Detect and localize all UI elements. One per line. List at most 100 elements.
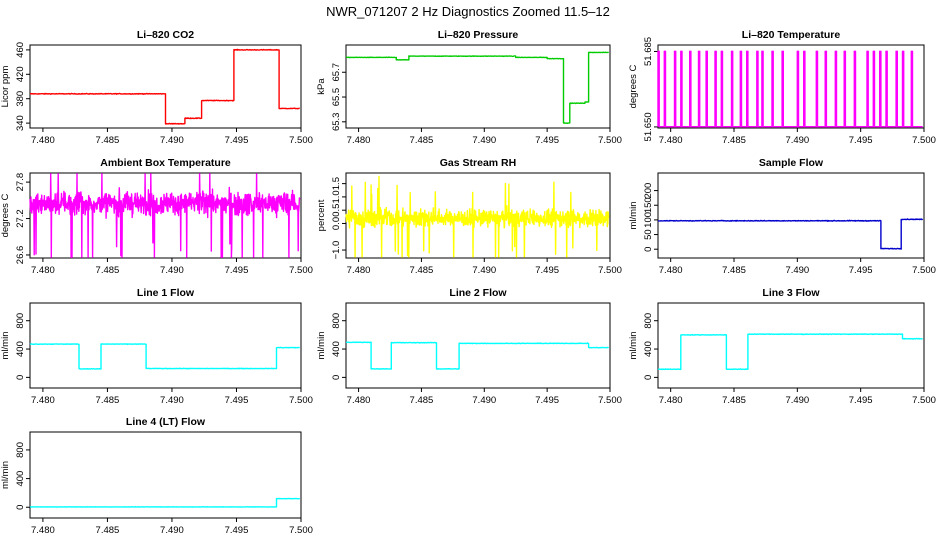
line4-xtick-label: 7.490 <box>160 525 184 536</box>
sample_flow-ytick-label: 150 <box>643 197 654 213</box>
licor_temp-xtick-label: 7.480 <box>659 135 683 146</box>
ambient_temp-title: Ambient Box Temperature <box>100 157 231 169</box>
pressure-ytick-label: 65.7 <box>331 63 342 82</box>
rh-ytick-label: 1.5 <box>331 177 342 190</box>
line3-series <box>657 333 923 371</box>
line4-ytick-label: 800 <box>15 442 26 458</box>
rh-ylabel: percent <box>316 199 327 231</box>
ambient_temp-xtick-label: 7.480 <box>31 265 55 276</box>
pressure-xtick-label: 7.485 <box>410 135 434 146</box>
pressure-title: Li–820 Pressure <box>438 29 519 41</box>
licor_temp-panel: Li–820 Temperature degrees C 7.480 7.485 7.4… <box>628 29 936 146</box>
ambient_temp-xtick-label: 7.490 <box>160 265 184 276</box>
line1-ylabel: ml/min <box>0 332 11 360</box>
line1-xtick-label: 7.485 <box>96 395 120 406</box>
co2-frame <box>29 44 302 129</box>
line2-title: Line 2 Flow <box>449 287 507 299</box>
line3-title: Line 3 Flow <box>762 287 820 299</box>
pressure-xtick-label: 7.490 <box>472 135 496 146</box>
rh-title: Gas Stream RH <box>440 157 516 169</box>
line4-panel: Line 4 (LT) Flow ml/min 7.480 7.485 7.490 7.4… <box>0 416 313 536</box>
rh-ytick-label: 1.0 <box>331 190 342 203</box>
line1-frame <box>29 302 302 389</box>
licor_temp-xtick-label: 7.485 <box>722 135 746 146</box>
line2-frame <box>345 302 611 389</box>
co2-title: Li–820 CO2 <box>137 29 194 41</box>
co2-panel: Li–820 CO2 Licor ppm 7.480 7.485 7.490 7.495 7… <box>0 29 313 146</box>
line4-xtick-label: 7.485 <box>96 525 120 536</box>
licor_temp-xtick-label: 7.500 <box>912 135 936 146</box>
line1-title: Line 1 Flow <box>137 287 195 299</box>
line2-ylabel: ml/min <box>316 332 327 360</box>
figure-title: NWR_071207 2 Hz Diagnostics Zoomed 11.5–… <box>326 4 610 19</box>
ambient_temp-series <box>29 173 301 258</box>
ambient_temp-ytick-label: 27.2 <box>15 209 26 228</box>
sample_flow-xtick-label: 7.485 <box>722 265 746 276</box>
line1-series <box>29 343 300 370</box>
line3-panel: Line 3 Flow ml/min 7.480 7.485 7.490 7.495 7.5… <box>628 287 936 406</box>
line1-ytick-label: 800 <box>15 313 26 329</box>
rh-ytick-label: −1.0 <box>331 241 342 260</box>
line4-xtick-label: 7.500 <box>289 525 313 536</box>
sample_flow-ytick-label: 0 <box>643 247 654 252</box>
co2-xtick-label: 7.495 <box>225 135 249 146</box>
line4-ytick-label: 0 <box>15 505 26 510</box>
line2-xtick-label: 7.485 <box>410 395 434 406</box>
line3-xtick-label: 7.485 <box>722 395 746 406</box>
line3-ytick-label: 800 <box>643 313 654 329</box>
line3-ytick-label: 0 <box>643 375 654 380</box>
rh-ytick-label: 0.0 <box>331 217 342 230</box>
licor_temp-xtick-label: 7.490 <box>785 135 809 146</box>
line2-ytick-label: 0 <box>331 375 342 380</box>
co2-ytick-label: 460 <box>15 42 26 58</box>
line3-xtick-label: 7.495 <box>849 395 873 406</box>
co2-ytick-label: 420 <box>15 66 26 82</box>
rh-xtick-label: 7.500 <box>598 265 622 276</box>
line2-ytick-label: 800 <box>331 313 342 329</box>
rh-xtick-label: 7.480 <box>347 265 371 276</box>
line2-xtick-label: 7.490 <box>472 395 496 406</box>
line2-panel: Line 2 Flow ml/min 7.480 7.485 7.490 7.495 7.5… <box>316 287 622 406</box>
licor_temp-ylabel: degrees C <box>628 64 639 108</box>
pressure-frame <box>345 44 611 129</box>
line4-series <box>29 497 300 508</box>
licor_temp-series <box>657 50 923 128</box>
sample_flow-xtick-label: 7.495 <box>849 265 873 276</box>
ambient_temp-ytick-label: 27.8 <box>15 173 26 192</box>
co2-xtick-label: 7.485 <box>96 135 120 146</box>
line3-frame <box>657 302 925 389</box>
line4-frame <box>29 431 302 519</box>
ambient_temp-ytick-label: 26.6 <box>15 246 26 265</box>
licor_temp-ytick-label: 51.685 <box>643 37 654 66</box>
sample_flow-series <box>657 218 924 250</box>
co2-ylabel: Licor ppm <box>0 66 11 108</box>
pressure-ytick-label: 65.5 <box>331 88 342 107</box>
pressure-panel: Li–820 Pressure kPa 7.480 7.485 7.490 7.495 7.… <box>316 29 622 146</box>
line4-xtick-label: 7.480 <box>31 525 55 536</box>
licor_temp-title: Li–820 Temperature <box>742 29 841 41</box>
rh-panel: Gas Stream RH percent 7.480 7.485 7.490 7.495… <box>316 157 622 276</box>
line4-ylabel: ml/min <box>0 461 11 489</box>
ambient_temp-ylabel: degrees C <box>0 193 11 237</box>
rh-ytick-label: 0.5 <box>331 204 342 217</box>
pressure-xtick-label: 7.500 <box>598 135 622 146</box>
line3-ylabel: ml/min <box>628 332 639 360</box>
line1-xtick-label: 7.500 <box>289 395 313 406</box>
co2-series <box>29 48 301 125</box>
ambient_temp-xtick-label: 7.485 <box>96 265 120 276</box>
sample_flow-ytick-label: 100 <box>643 212 654 228</box>
pressure-xtick-label: 7.480 <box>347 135 371 146</box>
co2-xtick-label: 7.480 <box>31 135 55 146</box>
co2-xtick-label: 7.500 <box>289 135 313 146</box>
rh-xtick-label: 7.495 <box>535 265 559 276</box>
line4-xtick-label: 7.495 <box>225 525 249 536</box>
line1-xtick-label: 7.490 <box>160 395 184 406</box>
sample_flow-panel: Sample Flow ml/min 7.480 7.485 7.490 7.495 7.5… <box>628 157 936 276</box>
pressure-ytick-label: 65.3 <box>331 113 342 132</box>
line4-ytick-label: 400 <box>15 471 26 487</box>
line1-ytick-label: 400 <box>15 341 26 357</box>
sample_flow-xtick-label: 7.490 <box>785 265 809 276</box>
line1-panel: Line 1 Flow ml/min 7.480 7.485 7.490 7.495 7.5… <box>0 287 313 406</box>
sample_flow-ytick-label: 200 <box>643 183 654 199</box>
